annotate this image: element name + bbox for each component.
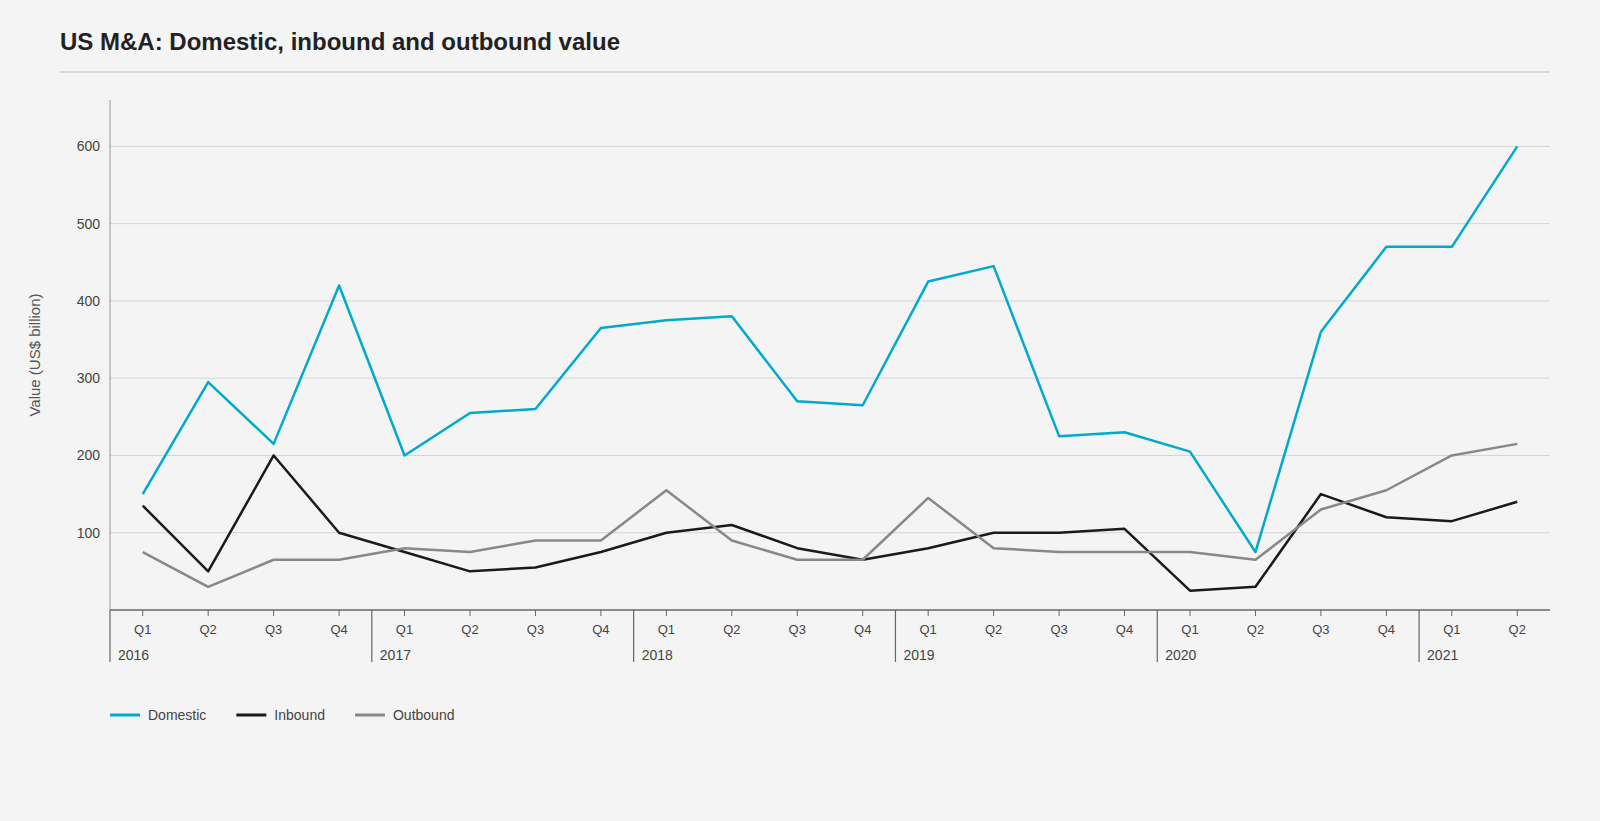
- x-tick-label: Q3: [527, 622, 544, 637]
- x-tick: [600, 610, 601, 616]
- x-tick: [666, 610, 667, 616]
- y-tick-label: 600: [77, 138, 101, 154]
- annotation: 2016: [118, 647, 149, 663]
- x-tick: [797, 610, 798, 616]
- grid-line: [110, 300, 1550, 301]
- legend: Domestic Inbound Outbound: [110, 707, 454, 723]
- title-rule: [60, 72, 1550, 73]
- y-axis-label: Value (US$ billion): [26, 293, 43, 416]
- grid-line: [110, 455, 1550, 456]
- x-tick-label: Q2: [200, 622, 217, 637]
- x-tick: [404, 610, 405, 616]
- x-tick: [731, 610, 732, 616]
- x-tick: [862, 610, 863, 616]
- x-tick: [470, 610, 471, 616]
- series-line: [143, 444, 1518, 587]
- series-line: [143, 455, 1518, 590]
- y-axis-line: [110, 100, 111, 610]
- x-tick-label: Q2: [985, 622, 1002, 637]
- x-tick-label: Q1: [1181, 622, 1198, 637]
- chart: US M&A: Domestic, inbound and outbound v…: [0, 0, 1600, 821]
- grid: [110, 146, 1550, 532]
- x-tick: [928, 610, 929, 616]
- annotation: 2018: [642, 647, 673, 663]
- x-tick-label: Q4: [330, 622, 347, 637]
- group-separator: [1418, 610, 1419, 662]
- series-group: [143, 146, 1518, 590]
- grid-line: [110, 223, 1550, 224]
- x-tick-label: Q4: [854, 622, 871, 637]
- x-tick-label: Q3: [1312, 622, 1329, 637]
- x-tick: [339, 610, 340, 616]
- x-tick-label: Q3: [1050, 622, 1067, 637]
- x-tick: [1320, 610, 1321, 616]
- x-tick: [1386, 610, 1387, 616]
- y-tick-label: 300: [77, 370, 101, 386]
- x-tick-label: Q2: [1247, 622, 1264, 637]
- x-tick-label: Q1: [658, 622, 675, 637]
- x-tick-label: Q4: [1116, 622, 1133, 637]
- group-separator: [371, 610, 372, 662]
- grid-line: [110, 532, 1550, 533]
- x-tick-label: Q4: [1378, 622, 1395, 637]
- title: US M&A: Domestic, inbound and outbound v…: [60, 28, 620, 55]
- legend-label: Outbound: [393, 707, 455, 723]
- background: [0, 0, 1600, 821]
- x-axis-line: [110, 609, 1550, 611]
- x-tick: [535, 610, 536, 616]
- group-separator: [109, 610, 110, 662]
- x-tick-label: Q3: [789, 622, 806, 637]
- y-tick-label: 200: [77, 447, 101, 463]
- annotation: 2019: [903, 647, 934, 663]
- legend-label: Domestic: [148, 707, 206, 723]
- x-tick: [273, 610, 274, 616]
- x-tick: [1517, 610, 1518, 616]
- x-tick-label: Q1: [1443, 622, 1460, 637]
- x-tick-label: Q3: [265, 622, 282, 637]
- y-tick-label: 400: [77, 293, 101, 309]
- x-tick-label: Q1: [396, 622, 413, 637]
- annotation: 2021: [1427, 647, 1458, 663]
- y-tick-label: 500: [77, 216, 101, 232]
- x-tick-label: Q4: [592, 622, 609, 637]
- x-tick-label: Q1: [134, 622, 151, 637]
- legend-swatch: [355, 714, 385, 717]
- x-tick: [142, 610, 143, 616]
- x-tick: [1255, 610, 1256, 616]
- x-tick: [1059, 610, 1060, 616]
- x-tick: [993, 610, 994, 616]
- x-tick: [1451, 610, 1452, 616]
- annotation: 2020: [1165, 647, 1196, 663]
- legend-swatch: [110, 714, 140, 717]
- grid-line: [110, 146, 1550, 147]
- group-separator: [895, 610, 896, 662]
- x-tick-label: Q2: [1509, 622, 1526, 637]
- x-tick-label: Q1: [920, 622, 937, 637]
- group-separator: [1157, 610, 1158, 662]
- annotation: 2017: [380, 647, 411, 663]
- group-separator: [633, 610, 634, 662]
- x-tick: [208, 610, 209, 616]
- series-line: [143, 146, 1518, 552]
- legend-label: Inbound: [274, 707, 325, 723]
- grid-line: [110, 378, 1550, 379]
- x-tick-label: Q2: [461, 622, 478, 637]
- y-tick-label: 100: [77, 525, 101, 541]
- x-tick: [1190, 610, 1191, 616]
- legend-swatch: [236, 714, 266, 717]
- x-tick: [1124, 610, 1125, 616]
- x-tick-label: Q2: [723, 622, 740, 637]
